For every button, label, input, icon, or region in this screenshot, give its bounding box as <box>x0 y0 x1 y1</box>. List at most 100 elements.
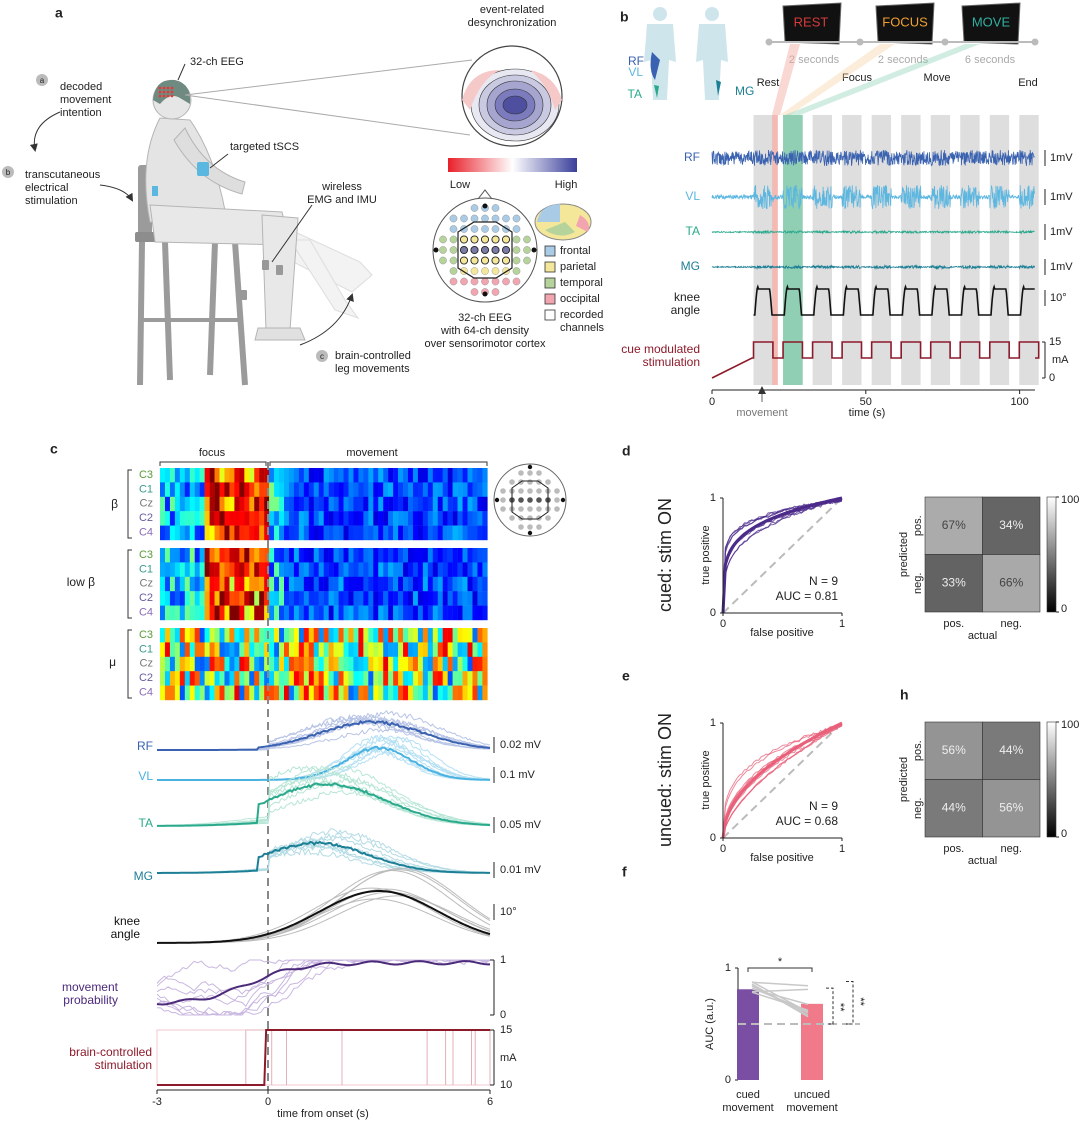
heatmap-cell <box>308 548 314 563</box>
heatmap-cell <box>427 591 434 606</box>
x-tick-label: cued movement <box>722 1089 773 1114</box>
montage-electrode <box>481 225 489 233</box>
heatmap-cell <box>328 656 334 672</box>
heatmap-cell <box>229 605 235 621</box>
cue-wedge <box>772 44 800 115</box>
heatmap-cell <box>184 562 190 577</box>
matrix-cell <box>982 496 1041 555</box>
heatmap-cell <box>408 468 414 483</box>
heatmap-cell <box>467 628 473 643</box>
heatmap-cell <box>234 642 240 657</box>
heatmap-cell <box>403 468 409 483</box>
heatmap-cell <box>169 496 176 512</box>
heatmap-cell <box>403 496 409 512</box>
heatmap-cell <box>472 548 478 563</box>
heatmap-cell <box>412 496 419 512</box>
montage-electrode <box>527 524 533 530</box>
heatmap-cell <box>348 642 354 657</box>
heatmap-cell <box>432 548 438 563</box>
heatmap-cell <box>239 685 245 701</box>
heatmap-cell <box>214 548 220 563</box>
heatmap-cell <box>194 576 200 592</box>
heatmap-cell <box>249 525 255 541</box>
scale-label: 10° <box>500 906 517 918</box>
heatmap-cell <box>393 685 399 701</box>
montage-electrode <box>527 488 533 494</box>
heatmap-cell <box>333 591 339 606</box>
heatmap-cell <box>323 576 329 592</box>
heatmap-cell <box>189 605 195 621</box>
heatmap-cell <box>189 548 195 563</box>
heatmap-cell <box>184 671 190 686</box>
heatmap-cell <box>179 591 186 606</box>
tick-label: 1 <box>710 717 716 729</box>
heatmap-cell <box>269 511 275 526</box>
heatmap-cell <box>279 685 285 701</box>
heatmap-cell <box>427 671 434 686</box>
heatmap-cell <box>219 576 225 592</box>
heatmap-cell <box>249 656 255 672</box>
heatmap-cell <box>214 591 220 606</box>
heatmap-cell <box>179 576 186 592</box>
heatmap-cell <box>274 468 280 483</box>
y-axis-label: AUC (a.u.) <box>704 998 716 1050</box>
heatmap-cell <box>408 496 414 512</box>
heatmap-cell <box>462 656 468 672</box>
heatmap-cell <box>234 605 240 621</box>
heatmap-cell <box>388 496 394 512</box>
heatmap-cell <box>358 656 364 672</box>
heatmap-cell <box>219 656 225 672</box>
heatmap-cell <box>164 548 171 563</box>
heatmap-cell <box>427 496 434 512</box>
montage-electrode <box>480 235 490 244</box>
heatmap-cell <box>303 468 310 483</box>
band-label: μ <box>109 655 116 669</box>
heatmap-cell <box>422 671 429 686</box>
heatmap-cell <box>249 468 255 483</box>
mean-trace <box>157 1029 490 1086</box>
heatmap-cell <box>288 591 295 606</box>
heatmap-cell <box>219 496 225 512</box>
heatmap-cell <box>234 671 240 686</box>
heatmap-cell <box>383 548 389 563</box>
heatmap-cell <box>412 628 419 643</box>
heatmap-cell <box>244 628 250 643</box>
heatmap-cell <box>279 511 285 526</box>
heatmap-cell <box>467 685 473 701</box>
montage-electrode <box>470 245 479 255</box>
heatmap-cell <box>477 525 483 541</box>
heatmap-cell <box>477 482 483 497</box>
montage-electrode <box>481 277 489 286</box>
heatmap-cell <box>279 525 285 541</box>
heatmap-cell <box>274 562 280 577</box>
channel-label: C3 <box>139 549 153 561</box>
heatmap-cell <box>457 525 463 541</box>
heatmap-cell <box>194 642 200 657</box>
heatmap-cell <box>169 548 176 563</box>
heatmap-cell <box>368 685 374 701</box>
heatmap-cell <box>174 496 181 512</box>
heatmap-cell <box>482 685 488 701</box>
heatmap-cell <box>477 642 483 657</box>
heatmap-cell <box>442 671 448 686</box>
heatmap-cell <box>209 685 215 701</box>
heatmap-cell <box>174 591 181 606</box>
cue-screen <box>875 2 935 45</box>
phase-label: End <box>1018 77 1038 89</box>
heatmap-cell <box>219 628 225 643</box>
trace-label: movement probability <box>62 980 119 1007</box>
panel-label: e <box>622 668 630 684</box>
heatmap-cell <box>408 525 414 541</box>
trace-label: cue modulated stimulation <box>621 342 700 369</box>
heatmap-cell <box>447 525 453 541</box>
body-label: VL <box>628 65 643 79</box>
heatmap-cell <box>432 591 438 606</box>
heatmap-cell <box>259 548 265 563</box>
heatmap-cell <box>408 591 414 606</box>
heatmap-cell <box>368 468 374 483</box>
heatmap-cell <box>333 562 339 577</box>
montage-electrode <box>502 277 510 286</box>
heatmap-cell <box>482 511 488 526</box>
heatmap-cell <box>174 685 181 701</box>
heatmap-cell <box>244 548 250 563</box>
